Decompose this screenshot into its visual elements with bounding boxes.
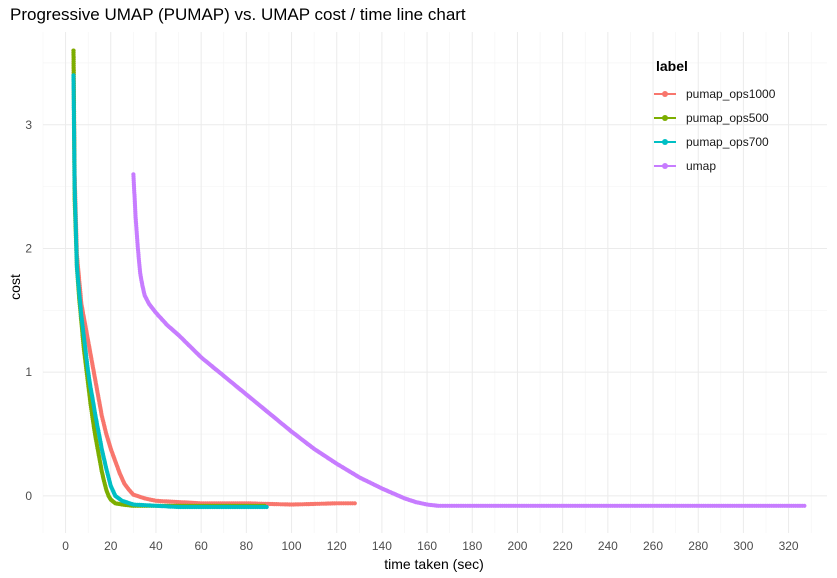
y-tick-label: 1	[25, 365, 32, 379]
x-tick-label: 180	[462, 539, 482, 553]
data-point-pumap_ops700	[264, 504, 269, 510]
legend-item-umap: umap	[650, 154, 775, 178]
y-tick-label: 2	[25, 241, 32, 255]
x-tick-label: 80	[240, 539, 254, 553]
x-tick-label: 280	[688, 539, 708, 553]
x-tick-label: 220	[553, 539, 573, 553]
legend-key-pumap_ops500	[650, 112, 680, 124]
legend-key-pumap_ops1000	[650, 88, 680, 100]
legend: label pumap_ops1000 pumap_ops500 pumap_ops…	[650, 58, 775, 178]
legend-point-swatch	[662, 115, 668, 121]
x-tick-label: 200	[507, 539, 527, 553]
series-line-pumap_ops1000	[72, 50, 355, 506]
legend-point-swatch	[662, 139, 668, 145]
tick-layer: 0 20 40 60 80 100 120 140 160 180 200 220 240 260 280 3…	[25, 118, 799, 553]
x-tick-label: 260	[643, 539, 663, 553]
x-tick-label: 160	[417, 539, 437, 553]
x-tick-label: 140	[372, 539, 392, 553]
legend-title: label	[656, 58, 688, 74]
x-tick-label: 20	[104, 539, 118, 553]
legend-point-swatch	[662, 91, 668, 97]
x-tick-label: 320	[779, 539, 799, 553]
legend-label: pumap_ops500	[686, 111, 769, 125]
x-tick-label: 0	[62, 539, 69, 553]
series-layer	[71, 48, 807, 510]
x-axis-title: time taken (sec)	[384, 556, 484, 572]
x-tick-label: 120	[327, 539, 347, 553]
legend-label: pumap_ops1000	[686, 87, 776, 101]
x-tick-label: 240	[598, 539, 618, 553]
grid-layer	[42, 32, 827, 533]
legend-item-pumap_ops1000: pumap_ops1000	[650, 82, 775, 106]
legend-item-pumap_ops500: pumap_ops500	[650, 106, 775, 130]
data-point-pumap_ops1000	[352, 501, 357, 506]
series-line-umap	[132, 174, 805, 507]
series-pumap_ops700	[71, 73, 269, 510]
y-tick-label: 0	[25, 489, 32, 503]
y-tick-label: 3	[25, 118, 32, 132]
legend-item-pumap_ops700: pumap_ops700	[650, 130, 775, 154]
x-tick-label: 100	[282, 539, 302, 553]
x-tick-label: 300	[733, 539, 753, 553]
chart-title: Progressive UMAP (PUMAP) vs. UMAP cost /…	[10, 5, 466, 24]
data-point-umap	[802, 503, 807, 508]
x-tick-label: 60	[194, 539, 208, 553]
y-axis-title: cost	[7, 274, 23, 300]
x-tick-label: 40	[149, 539, 163, 553]
legend-key-pumap_ops700	[650, 136, 680, 148]
series-umap	[131, 172, 807, 508]
legend-label: umap	[686, 159, 717, 173]
series-line-pumap_ops500	[72, 50, 265, 507]
legend-label: pumap_ops700	[686, 135, 769, 149]
legend-point-swatch	[662, 163, 668, 169]
legend-key-umap	[650, 160, 680, 172]
